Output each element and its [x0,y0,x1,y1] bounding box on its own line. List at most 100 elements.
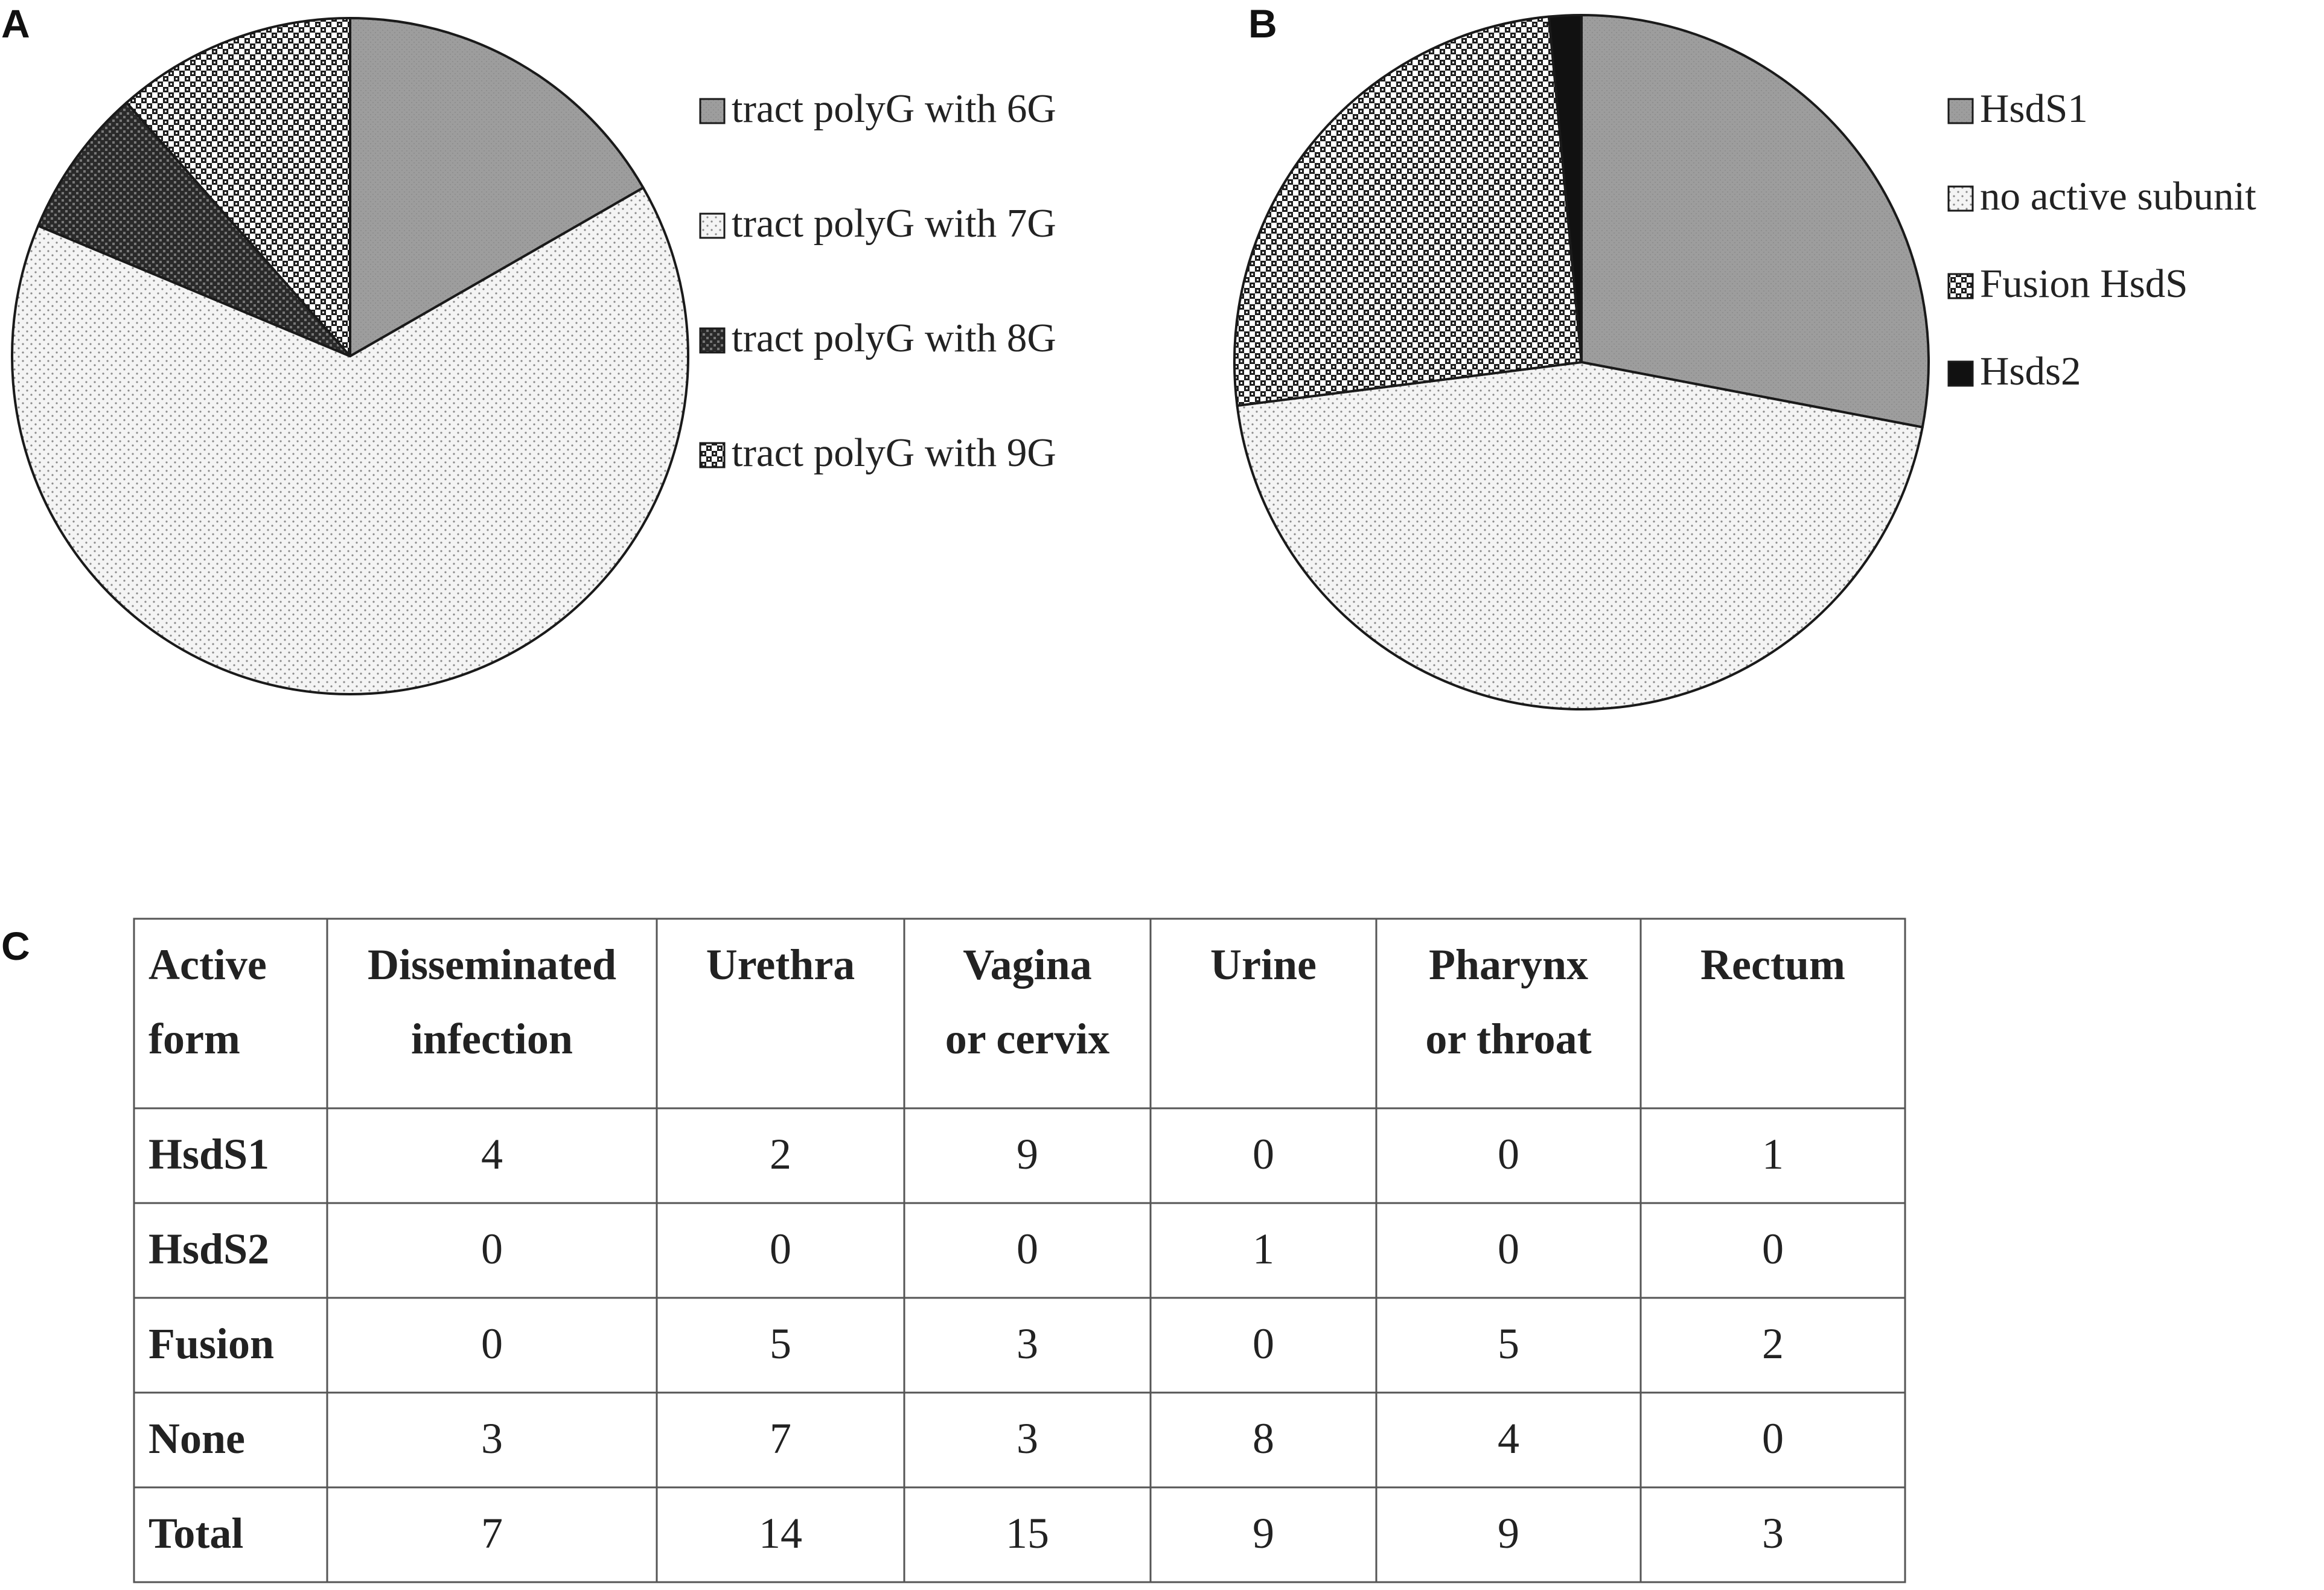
panel-letter-b: B [1248,1,1277,46]
pie-b-legend-item-1: HsdS1 [1947,86,2088,131]
table-cell-hsds1-1: 4 [481,1130,503,1178]
table-row-label-total: Total [148,1509,243,1557]
pie-b-slice-2 [1236,361,1924,711]
table-header-4-line-1: Vagina [963,940,1091,989]
pie-a-legend-swatch-2 [699,212,726,239]
pie-a-legend-swatch-1 [699,98,726,124]
table-cell-none-6: 0 [1762,1414,1784,1463]
pie-a-legend-item-3: tract polyG with 8G [699,316,1056,360]
pie-b-slice-3 [1233,15,1583,407]
table-header-3-line-1: Urethra [706,940,855,989]
pie-a-legend-label-1: tract polyG with 6G [732,86,1056,131]
table-cell-hsds1-6: 1 [1762,1130,1784,1178]
table-cell-fusion-2: 5 [770,1320,791,1368]
table-cell-total-4: 9 [1253,1509,1274,1557]
table-row-label-hsds2: HsdS2 [148,1225,269,1273]
table-cell-hsds1-4: 0 [1253,1130,1274,1178]
table-row: Fusion 0 5 3 0 5 2 [148,1320,1784,1368]
table-cell-fusion-3: 3 [1017,1320,1038,1368]
pie-a-slice-1 [349,17,645,357]
table-header-2-line-2: infection [411,1015,573,1063]
table-header-1-line-2: form [148,1015,240,1063]
table-cell-fusion-1: 0 [481,1320,503,1368]
pie-b-slice-1 [1580,14,1930,429]
pie-a-legend-swatch-3 [699,327,726,354]
table-header-6-line-2: or throat [1425,1015,1591,1063]
table-cell-none-1: 3 [481,1414,503,1463]
data-table-c: Active form Disseminated infection Urethra Va… [133,918,1906,1583]
pie-a-legend-item-2: tract polyG with 7G [699,201,1056,246]
pie-a-legend-label-2: tract polyG with 7G [732,201,1056,246]
table-cell-none-2: 7 [770,1414,791,1463]
table-row: HsdS1 4 2 9 0 0 1 [148,1130,1784,1178]
pie-chart-a [11,17,689,695]
table-header-1-line-1: Active [148,940,267,989]
table-cell-fusion-4: 0 [1253,1320,1274,1368]
panel-letter-c: C [1,924,30,968]
table-header-2: Disseminated infection [368,940,616,1063]
table-cell-none-4: 8 [1253,1414,1274,1463]
table-cell-total-3: 15 [1006,1509,1049,1557]
table-row: None 3 7 3 8 4 0 [148,1414,1784,1463]
table-cell-total-2: 14 [759,1509,802,1557]
pie-a-legend-swatch-4 [699,442,726,468]
pie-a-slice-3 [37,101,351,357]
table-header-6-line-1: Pharynx [1429,940,1588,989]
table-cell-hsds2-5: 0 [1498,1225,1519,1273]
pie-a-legend-label-4: tract polyG with 9G [732,430,1056,475]
pie-b-slice-4 [1547,14,1583,363]
table-header-4-line-2: or cervix [945,1015,1110,1063]
pie-a-legend-item-1: tract polyG with 6G [699,86,1056,131]
table-border [133,918,1906,1583]
table-header-6: Pharynx or throat [1425,940,1591,1063]
pie-b-legend-label-2: no active subunit [1980,174,2256,219]
pie-b-legend-swatch-1 [1947,98,1974,124]
table-header-4: Vagina or cervix [945,940,1110,1063]
table-cell-total-1: 7 [481,1509,503,1557]
table-row: Total 7 14 15 9 9 3 [148,1509,1784,1557]
pie-chart-b [1233,14,1930,711]
table-header-5-line-1: Urine [1210,940,1317,989]
pie-b-legend-swatch-2 [1947,185,1974,212]
table-cell-total-5: 9 [1498,1509,1519,1557]
pie-a-slice-4 [125,17,351,357]
table-cell-fusion-5: 5 [1498,1320,1519,1368]
table-header-7: Rectum [1700,940,1845,989]
pie-b-legend-label-1: HsdS1 [1980,86,2088,131]
table-cell-none-5: 4 [1498,1414,1519,1463]
table-row-label-fusion: Fusion [148,1320,274,1368]
table-header-1: Active form [148,940,267,1063]
panel-letter-a: A [1,1,30,46]
table-cell-hsds1-5: 0 [1498,1130,1519,1178]
table-cell-hsds2-4: 1 [1253,1225,1274,1273]
table-row-label-hsds1: HsdS1 [148,1130,269,1178]
table-header-7-line-1: Rectum [1700,940,1845,989]
table-cell-hsds1-3: 9 [1017,1130,1038,1178]
table-cell-hsds2-3: 0 [1017,1225,1038,1273]
table-header-2-line-1: Disseminated [368,940,616,989]
table-row-label-none: None [148,1414,245,1463]
pie-a-legend-item-4: tract polyG with 9G [699,430,1056,475]
legend-a: tract polyG with 6G tract polyG with 7G tr… [699,86,1056,475]
table-cell-none-3: 3 [1017,1414,1038,1463]
legend-b: HsdS1 no active subunit Fusion HsdS Hsds2 [1947,86,2256,394]
table-cell-fusion-6: 2 [1762,1320,1784,1368]
pie-b-legend-swatch-3 [1947,273,1974,299]
table-cell-total-6: 3 [1762,1509,1784,1557]
table-cell-hsds2-2: 0 [770,1225,791,1273]
pie-a-legend-label-3: tract polyG with 8G [732,316,1056,360]
table-cell-hsds2-1: 0 [481,1225,503,1273]
pie-b-legend-label-4: Hsds2 [1980,349,2081,394]
pie-a-slice-2 [11,187,689,695]
pie-b-legend-swatch-4 [1947,360,1974,387]
table-header-3: Urethra [706,940,855,989]
table-header-5: Urine [1210,940,1317,989]
pie-b-legend-label-3: Fusion HsdS [1980,261,2188,306]
pie-b-legend-item-3: Fusion HsdS [1947,261,2188,306]
table-row: HsdS2 0 0 0 1 0 0 [148,1225,1784,1273]
table-cell-hsds2-6: 0 [1762,1225,1784,1273]
pie-b-legend-item-2: no active subunit [1947,174,2256,219]
pie-b-legend-item-4: Hsds2 [1947,349,2081,394]
